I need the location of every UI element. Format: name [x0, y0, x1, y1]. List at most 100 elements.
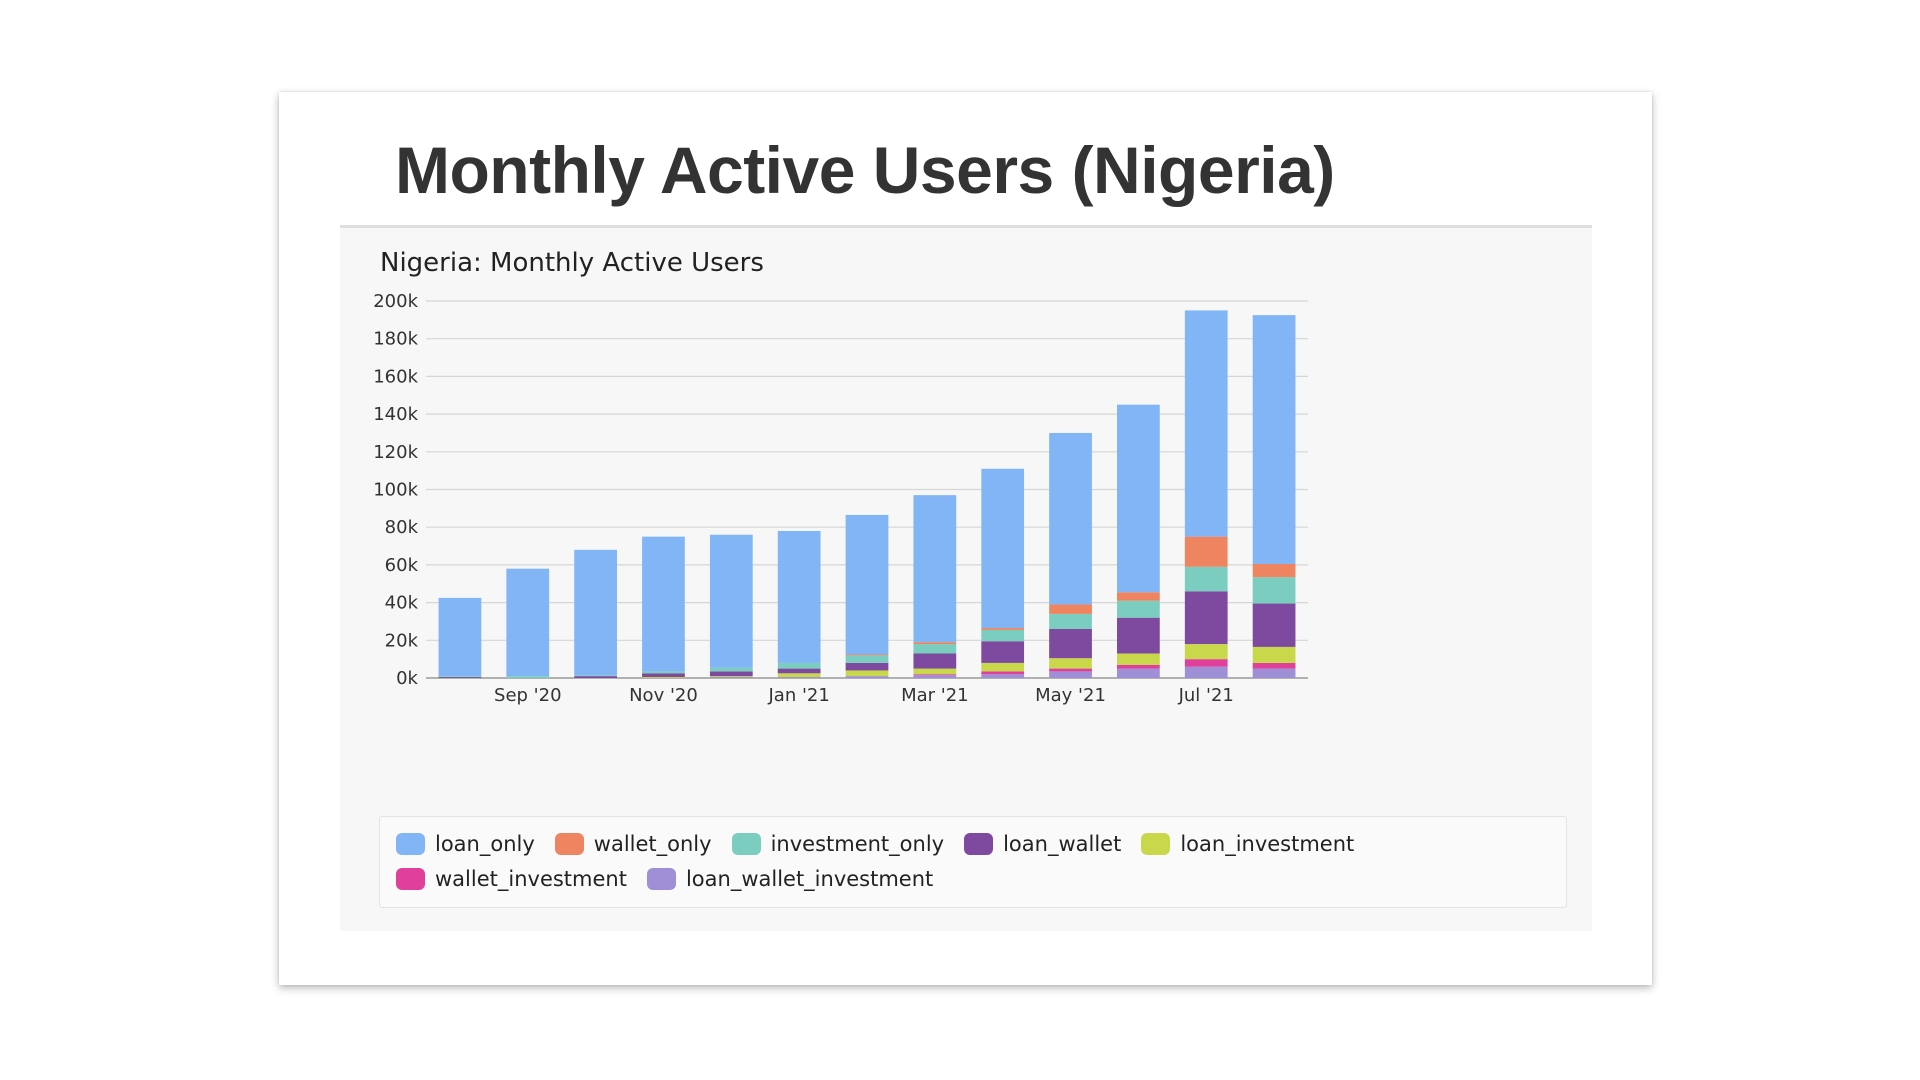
bar-segment-wallet-investment[interactable]: [981, 671, 1025, 675]
bar-segment-investment-only[interactable]: [574, 675, 617, 677]
legend-item-loan-only[interactable]: loan_only: [396, 831, 535, 856]
bar-segment-wallet-investment[interactable]: [913, 674, 957, 676]
bar-segment-loan-investment[interactable]: [913, 668, 957, 675]
bar-segment-investment-only[interactable]: [1117, 600, 1160, 618]
y-tick-label: 60k: [385, 555, 419, 576]
bar-segment-loan-wallet[interactable]: [438, 677, 482, 678]
bar-segment-investment-only[interactable]: [777, 662, 821, 669]
legend-label: wallet_only: [593, 831, 712, 856]
bar-segment-wallet-only[interactable]: [1252, 563, 1296, 578]
bar-segment-loan-wallet[interactable]: [777, 668, 821, 674]
bar-segment-loan-wallet[interactable]: [1049, 628, 1092, 659]
bar-segment-loan-only[interactable]: [845, 514, 889, 655]
bar-segment-wallet-only[interactable]: [1049, 604, 1092, 614]
legend-item-wallet-only[interactable]: wallet_only: [554, 831, 712, 856]
bar-segment-loan-only[interactable]: [913, 495, 957, 643]
bar-segment-wallet-investment[interactable]: [1117, 664, 1160, 669]
bar-segment-wallet-only[interactable]: [913, 642, 957, 645]
bar-stack[interactable]: [845, 514, 889, 678]
bar-segment-investment-only[interactable]: [1252, 577, 1296, 604]
bar-segment-loan-wallet-investment[interactable]: [913, 675, 957, 678]
bar-segment-loan-investment[interactable]: [845, 670, 889, 677]
bar-segment-loan-only[interactable]: [642, 536, 685, 672]
bar-stack[interactable]: [574, 549, 617, 678]
bar-segment-loan-investment[interactable]: [1049, 658, 1092, 669]
bar-segment-investment-only[interactable]: [981, 629, 1025, 642]
bar-segment-loan-wallet-investment[interactable]: [709, 677, 753, 678]
bar-segment-loan-only[interactable]: [981, 468, 1025, 629]
bar-segment-investment-only[interactable]: [1049, 613, 1092, 629]
bar-segment-investment-only[interactable]: [913, 644, 957, 654]
bar-segment-wallet-investment[interactable]: [1252, 662, 1296, 669]
bar-segment-loan-investment[interactable]: [1117, 653, 1160, 665]
legend-label: loan_investment: [1180, 831, 1355, 856]
bar-stack[interactable]: [1117, 404, 1160, 678]
bar-segment-loan-wallet[interactable]: [981, 641, 1025, 663]
bar-segment-loan-investment[interactable]: [777, 673, 821, 678]
bar-stack[interactable]: [1184, 310, 1228, 678]
legend-item-investment-only[interactable]: investment_only: [731, 831, 945, 856]
legend-swatch: [396, 867, 425, 890]
legend-swatch: [731, 832, 761, 855]
bar-segment-loan-wallet[interactable]: [574, 676, 617, 678]
bar-segment-wallet-investment[interactable]: [1184, 659, 1228, 667]
bar-segment-loan-investment[interactable]: [981, 662, 1025, 672]
bar-segment-loan-only[interactable]: [438, 597, 482, 677]
bar-segment-investment-only[interactable]: [642, 671, 685, 674]
bar-stack[interactable]: [1049, 432, 1092, 678]
bar-segment-wallet-only[interactable]: [1184, 536, 1228, 567]
bar-segment-loan-wallet[interactable]: [845, 662, 889, 671]
legend-item-loan-wallet[interactable]: loan_wallet: [964, 831, 1121, 856]
bar-segment-loan-wallet[interactable]: [913, 653, 957, 669]
bar-segment-loan-only[interactable]: [709, 534, 753, 668]
bar-stack[interactable]: [438, 597, 482, 678]
bar-segment-loan-only[interactable]: [777, 530, 821, 663]
bar-stack[interactable]: [777, 530, 821, 678]
bar-segment-loan-investment[interactable]: [1184, 644, 1228, 660]
bar-segment-loan-wallet-investment[interactable]: [1049, 671, 1092, 678]
bar-segment-loan-only[interactable]: [506, 568, 550, 677]
bar-segment-loan-investment[interactable]: [642, 677, 685, 678]
bar-segment-loan-wallet-investment[interactable]: [1184, 666, 1228, 678]
bar-segment-wallet-only[interactable]: [845, 654, 889, 656]
bar-segment-investment-only[interactable]: [1184, 566, 1228, 592]
bar-segment-loan-wallet[interactable]: [1184, 591, 1228, 645]
bar-segment-loan-only[interactable]: [1049, 432, 1092, 605]
x-tick-label: May '21: [1035, 685, 1106, 706]
bar-segment-investment-only[interactable]: [506, 676, 550, 678]
legend-item-wallet-investment[interactable]: wallet_investment: [396, 866, 627, 891]
bar-segment-loan-wallet-investment[interactable]: [1252, 668, 1296, 678]
bar-segment-investment-only[interactable]: [438, 676, 482, 678]
bar-segment-loan-only[interactable]: [1184, 310, 1228, 537]
bar-segment-loan-wallet-investment[interactable]: [1117, 668, 1160, 678]
bar-segment-loan-wallet[interactable]: [642, 673, 685, 678]
bar-segment-loan-only[interactable]: [1117, 404, 1160, 593]
bar-segment-loan-wallet[interactable]: [1117, 617, 1160, 654]
legend-label: investment_only: [770, 831, 945, 856]
bar-segment-investment-only[interactable]: [845, 655, 889, 663]
bar-segment-wallet-only[interactable]: [981, 628, 1025, 630]
bar-segment-loan-only[interactable]: [574, 549, 617, 676]
bar-segment-loan-wallet-investment[interactable]: [845, 676, 889, 678]
bar-segment-loan-wallet[interactable]: [709, 671, 753, 677]
bar-stack[interactable]: [1252, 315, 1296, 678]
bar-segment-loan-wallet-investment[interactable]: [981, 674, 1025, 678]
y-tick-label: 20k: [385, 630, 419, 651]
bar-segment-investment-only[interactable]: [709, 667, 753, 672]
bar-segment-loan-wallet-investment[interactable]: [777, 677, 821, 678]
legend-item-loan-wallet-investment[interactable]: loan_wallet_investment: [646, 866, 933, 891]
bar-segment-wallet-investment[interactable]: [1049, 668, 1092, 672]
bar-stack[interactable]: [981, 468, 1025, 678]
bar-segment-loan-investment[interactable]: [709, 676, 753, 678]
bar-segment-wallet-only[interactable]: [1117, 592, 1160, 601]
bar-segment-loan-investment[interactable]: [1252, 646, 1296, 663]
bar-segment-loan-wallet[interactable]: [1252, 603, 1296, 647]
legend-item-loan-investment[interactable]: loan_investment: [1141, 831, 1354, 856]
chart-plot: 0k 20k 40k 60k 80k 100k 120k 140k 160k 180k 200k Se…: [373, 291, 1308, 706]
bar-stack[interactable]: [642, 536, 685, 678]
bar-stack[interactable]: [709, 534, 753, 678]
bar-stack[interactable]: [506, 568, 550, 678]
bar-stack[interactable]: [913, 495, 957, 678]
y-tick-label: 180k: [373, 329, 418, 350]
bar-segment-loan-only[interactable]: [1252, 315, 1296, 564]
